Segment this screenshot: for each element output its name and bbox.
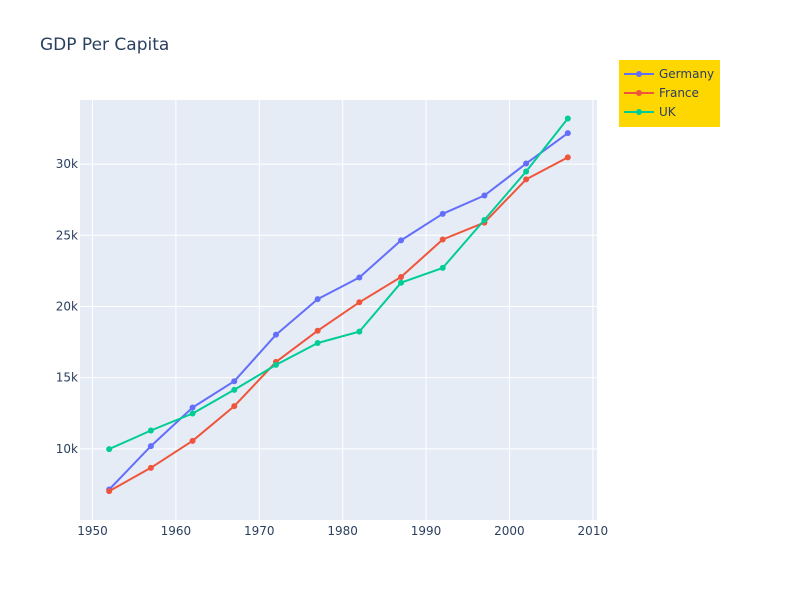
x-tick-label: 1960 [161,524,192,538]
data-point [356,274,363,281]
series-group [106,115,571,495]
data-point [481,192,488,199]
legend-label: Germany [659,67,714,81]
grid-lines [80,100,597,520]
data-point [564,130,571,137]
series-line [108,132,569,491]
data-point [231,403,238,410]
data-point [481,216,488,223]
data-point [189,437,196,444]
data-point [439,264,446,271]
data-point [189,404,196,411]
legend-item-germany[interactable]: Germany [624,67,714,81]
data-point [231,378,238,385]
series-line [108,117,569,451]
data-point [398,237,405,244]
x-tick-label: 1990 [411,524,442,538]
data-point [398,279,405,286]
legend-item-uk[interactable]: UK [624,105,677,119]
series-france [106,154,571,495]
legend-marker [636,71,642,77]
data-point [147,464,154,471]
data-point [231,386,238,393]
data-point [439,236,446,243]
x-tick-label: 1980 [327,524,358,538]
data-point [356,328,363,335]
data-point [106,446,113,453]
y-axis-ticks: 10k 15k 20k 25k 30k [56,157,78,456]
series-germany [106,130,571,493]
plot-area [80,100,597,520]
data-point [106,488,113,495]
legend-marker [636,109,642,115]
data-point [147,427,154,434]
chart-title: GDP Per Capita [40,35,169,55]
data-point [314,327,321,334]
legend-marker [636,90,642,96]
legend[interactable]: Germany France UK [619,60,720,127]
data-point [272,361,279,368]
y-tick-label: 30k [56,157,78,171]
y-tick-label: 15k [56,371,78,385]
legend-label: France [659,86,699,100]
data-point [398,274,405,281]
data-point [314,340,321,347]
data-point [147,443,154,450]
data-point [189,410,196,417]
data-point [564,154,571,161]
y-tick-label: 20k [56,299,78,313]
data-point [356,299,363,306]
x-tick-label: 1950 [77,524,108,538]
x-tick-label: 1970 [244,524,275,538]
data-point [523,176,530,183]
y-tick-label: 25k [56,228,78,242]
x-tick-label: 2000 [494,524,525,538]
data-point [523,168,530,175]
data-point [564,115,571,122]
y-tick-label: 10k [56,442,78,456]
data-point [272,331,279,338]
x-axis-ticks: 1950 1960 1970 1980 1990 2000 2010 [77,524,608,538]
data-point [523,160,530,167]
data-point [439,210,446,217]
series-line [108,156,569,492]
x-tick-label: 2010 [578,524,609,538]
legend-item-france[interactable]: France [624,86,699,100]
legend-label: UK [659,105,677,119]
series-uk [106,115,571,453]
data-point [314,296,321,303]
